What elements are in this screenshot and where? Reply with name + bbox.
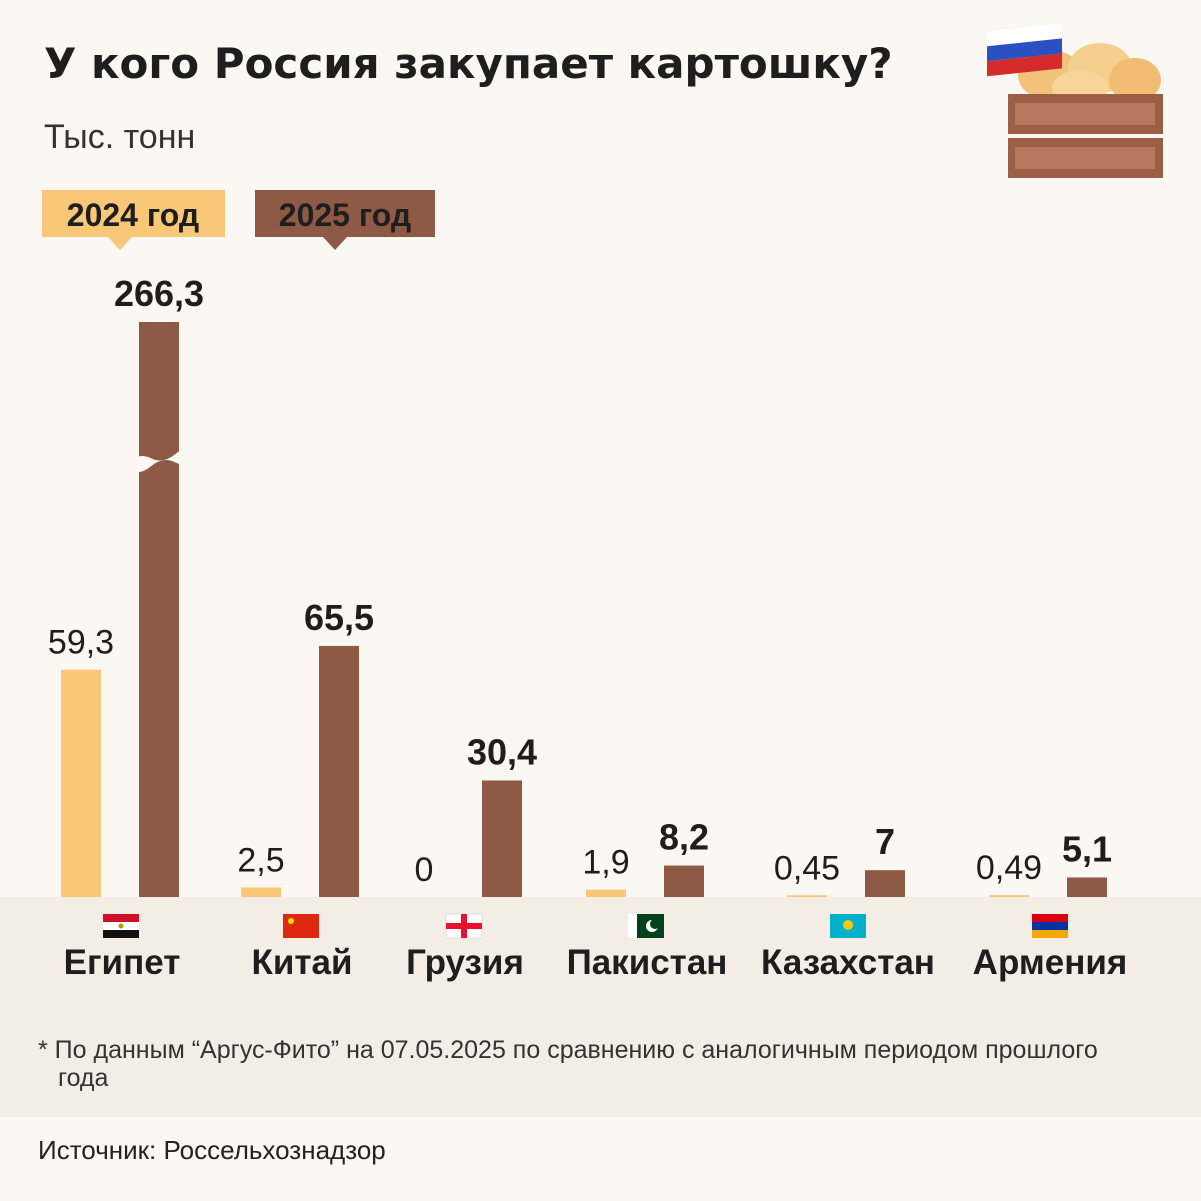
x-tick-label: Египет (64, 943, 181, 982)
x-tick-label: Китай (251, 943, 352, 982)
bar (664, 865, 704, 897)
bar (319, 645, 359, 897)
bar (586, 889, 626, 897)
flag-kazakhstan (830, 914, 866, 938)
bar (865, 870, 905, 897)
flag-armenia (1032, 914, 1068, 938)
x-tick-label: Армения (973, 943, 1128, 982)
bar (241, 887, 281, 897)
bar (139, 322, 179, 897)
value-label: 65,5 (304, 597, 374, 638)
value-label: 2,5 (237, 841, 284, 879)
value-label: 30,4 (467, 731, 537, 772)
crate-icon (987, 23, 1163, 178)
value-label: 5,1 (1062, 828, 1112, 869)
bar (787, 895, 827, 897)
x-tick-label: Пакистан (567, 943, 728, 982)
value-label: 266,3 (114, 273, 204, 314)
legend-label: 2025 год (279, 197, 411, 233)
value-label: 59,3 (48, 624, 114, 662)
flag-china (283, 914, 319, 938)
x-tick-label: Грузия (406, 943, 524, 982)
value-label: 7 (875, 821, 895, 862)
legend-label: 2024 год (67, 197, 199, 233)
bar (61, 669, 101, 897)
flag-pakistan (628, 914, 664, 938)
legend-pointer (323, 237, 347, 250)
legend-box (42, 190, 225, 237)
chart-title: У кого Россия закупает картошку? (44, 39, 893, 88)
footnote: * По данным “Аргус-Фито” на 07.05.2025 п… (38, 1036, 1098, 1092)
source: Источник: Россельхознадзор (38, 1135, 386, 1165)
value-label: 0 (415, 851, 434, 889)
legend-box (255, 190, 435, 237)
chart-subtitle: Тыс. тонн (44, 118, 195, 156)
category-band (0, 897, 1201, 1117)
bar (989, 895, 1029, 897)
value-label: 8,2 (659, 817, 709, 858)
bar (1067, 877, 1107, 897)
axis-break (127, 448, 199, 473)
legend-pointer (108, 237, 132, 250)
flag-georgia (445, 913, 483, 939)
flag-egypt (103, 914, 139, 938)
value-label: 0,49 (976, 849, 1042, 887)
x-tick-label: Казахстан (761, 943, 935, 982)
value-label: 1,9 (582, 844, 629, 882)
value-label: 0,45 (774, 849, 840, 887)
bar (482, 780, 522, 897)
